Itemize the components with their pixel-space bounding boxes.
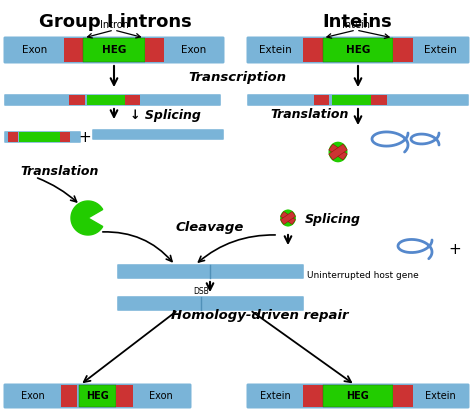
Text: Splicing: Splicing [305, 214, 361, 226]
Bar [145, 38, 164, 62]
FancyBboxPatch shape [3, 36, 225, 64]
Polygon shape [338, 142, 347, 161]
Text: Cleavage: Cleavage [176, 221, 244, 235]
Text: DSB: DSB [193, 287, 209, 297]
Bar [18, 132, 60, 142]
Bar [323, 385, 393, 407]
Bar [116, 385, 133, 407]
Bar [70, 95, 84, 105]
FancyBboxPatch shape [117, 264, 304, 279]
Bar [83, 38, 145, 62]
FancyBboxPatch shape [246, 384, 470, 408]
Bar [303, 385, 323, 407]
FancyBboxPatch shape [4, 94, 221, 106]
Polygon shape [281, 210, 288, 226]
Text: Intein: Intein [342, 20, 370, 30]
Text: Extein: Extein [260, 391, 291, 401]
Bar [393, 38, 413, 62]
Bar [79, 385, 116, 407]
Text: Translation: Translation [270, 109, 348, 121]
Bar [8, 132, 18, 142]
Text: Homology-driven repair: Homology-driven repair [171, 309, 349, 323]
Text: Intron: Intron [100, 20, 128, 30]
Text: Translation: Translation [20, 165, 99, 178]
FancyBboxPatch shape [92, 129, 224, 140]
Bar [60, 132, 70, 142]
Bar [64, 38, 83, 62]
Bar [323, 38, 393, 62]
Bar [371, 95, 387, 105]
Polygon shape [329, 142, 338, 161]
FancyBboxPatch shape [3, 384, 191, 408]
Bar [314, 95, 329, 105]
Text: Exon: Exon [21, 391, 45, 401]
FancyBboxPatch shape [246, 36, 470, 64]
Bar [332, 95, 371, 105]
Text: +: + [448, 242, 461, 257]
Polygon shape [281, 211, 295, 225]
FancyBboxPatch shape [117, 296, 304, 311]
Text: Exon: Exon [22, 45, 47, 55]
Bar [61, 385, 77, 407]
FancyBboxPatch shape [247, 94, 469, 106]
Bar [303, 38, 323, 62]
Polygon shape [71, 201, 103, 235]
Text: HEG: HEG [86, 391, 109, 401]
Text: HEG: HEG [346, 391, 369, 401]
Polygon shape [329, 144, 347, 160]
Text: Extein: Extein [259, 45, 292, 55]
Bar [393, 385, 413, 407]
Text: HEG: HEG [102, 45, 126, 55]
Text: HEG: HEG [346, 45, 370, 55]
Bar [126, 95, 140, 105]
Text: Group I introns: Group I introns [38, 13, 191, 31]
Text: Exon: Exon [181, 45, 206, 55]
Text: Inteins: Inteins [322, 13, 392, 31]
Text: Transcription: Transcription [188, 71, 286, 85]
Polygon shape [288, 210, 295, 226]
Polygon shape [281, 211, 295, 225]
Text: Extein: Extein [424, 45, 457, 55]
Text: Exon: Exon [149, 391, 173, 401]
Text: ↓ Splicing: ↓ Splicing [130, 109, 201, 121]
Polygon shape [329, 144, 347, 160]
FancyBboxPatch shape [4, 131, 81, 143]
Text: +: + [79, 130, 91, 145]
Bar [87, 95, 126, 105]
Text: Uninterrupted host gene: Uninterrupted host gene [307, 271, 419, 280]
Text: Extein: Extein [425, 391, 456, 401]
